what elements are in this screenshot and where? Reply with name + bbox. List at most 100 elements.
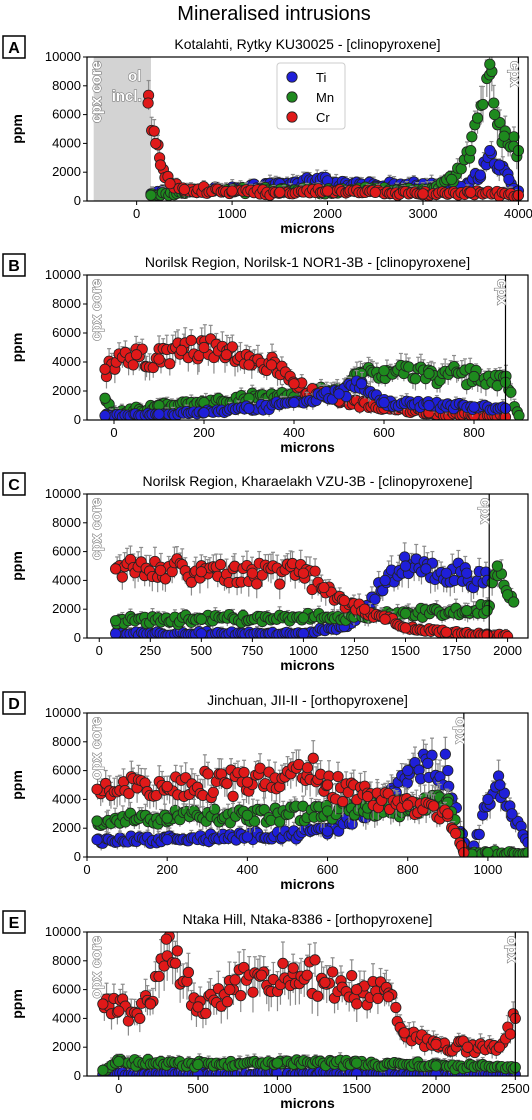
y-tick-label: 2000 [52,601,81,616]
point-mn [466,131,478,143]
point-mn [471,112,484,124]
data-point-cr [265,359,278,371]
data-point-ti [399,560,412,572]
data-point-cr [220,349,233,361]
y-tick-label: 2000 [52,164,81,179]
data-point-ti [161,834,173,846]
data-point-ti [297,628,310,638]
data-point-cr [465,186,477,198]
x-tick-label: 0 [96,643,103,658]
data-point-mn [465,145,477,157]
data-point-ti [243,402,255,414]
data-point-mn [513,410,525,420]
points [99,375,512,420]
point-mn [274,816,286,828]
data-point-ti [506,808,518,820]
y-tick-label: 8000 [52,296,81,311]
panel-letter-box [2,691,26,715]
point-cr [159,573,172,585]
data-point-cr [164,178,176,190]
data-point-mn [446,173,458,185]
series-ti [99,370,512,420]
point-cr [116,571,128,583]
panel-letter: A [8,40,20,57]
data-point-cr [99,363,111,375]
y-tick-label: 0 [74,412,81,427]
data-point-mn [484,58,496,70]
data-point-cr [109,563,122,575]
point-ti [473,828,485,840]
x-axis-label: microns [280,220,335,236]
data-point-cr [297,567,310,579]
data-point-cr [175,344,188,356]
point-cr [309,565,321,577]
data-point-cr [501,630,514,638]
data-point-mn [461,605,473,617]
data-point-ti [420,563,432,575]
data-point-ti [482,793,494,806]
data-point-ti [422,757,434,770]
point-cr [164,358,176,370]
y-tick-label: 4000 [52,135,81,150]
point-cr [251,578,263,590]
x-tick-label: 0 [110,425,117,440]
x-axis-label: microns [280,439,335,455]
data-point-mn [195,613,207,625]
x-tick-label: 4000 [504,206,532,221]
point-cr [148,125,160,137]
point-cr [274,578,286,590]
y-tick-label: 0 [74,630,81,645]
data-point-cr [153,353,165,365]
x-tick-label: 600 [373,425,395,440]
x-tick-label: 1750 [442,643,471,658]
data-point-ti [503,173,515,185]
data-point-cr [359,603,371,615]
data-point-ti [198,407,210,419]
data-point-mn [488,109,501,121]
y-tick-label: 8000 [52,78,81,93]
core-label: cpx core [88,279,105,341]
points [109,553,514,638]
data-point-ti [153,408,165,420]
data-point-cr [150,137,162,149]
data-point-mn [145,189,157,201]
figure-title: Mineralised intrusions [177,3,370,25]
legend-label-ti: Ti [316,70,326,85]
point-mn [409,373,422,385]
panel-A: Kotalahti, Rytky KU30025 - [clinopyroxen… [2,35,532,236]
data-point-ti [241,831,253,843]
panel-D: Jinchuan, JII-II - [orthopyroxene]Dopxop… [2,691,529,892]
plot-area [91,736,528,857]
panel-letter: B [8,258,20,275]
y-tick-label: 6000 [52,544,81,559]
panel-title: Norilsk Region, Kharaelakh VZU-3B - [cli… [143,473,473,489]
point-ti [439,748,451,760]
data-point-ti [195,628,207,638]
axes-frame [86,493,529,639]
rim-label: cpx [506,61,523,88]
point-ti [369,593,381,605]
y-tick-label: 10000 [45,267,81,282]
data-point-cr [318,581,330,594]
x-axis-label: microns [280,657,335,673]
data-point-cr [481,629,493,638]
x-tick-label: 800 [463,425,485,440]
x-tick-label: 1000 [289,643,318,658]
y-tick-label: 10000 [45,49,81,64]
data-point-cr [417,188,429,200]
data-point-cr [154,564,167,576]
legend-marker-cr [286,111,298,123]
point-cr [127,359,139,371]
data-point-ti [484,145,496,157]
x-tick-label: 3000 [409,206,438,221]
data-point-ti [493,159,505,171]
x-tick-label: 2000 [313,206,342,221]
data-point-cr [154,159,167,171]
data-point-mn [491,560,503,572]
y-tick-label: 4000 [52,354,81,369]
data-point-cr [195,566,207,578]
y-tick-label: 4000 [52,572,81,587]
x-tick-label: 200 [193,425,215,440]
panel-letter-box [2,253,26,277]
